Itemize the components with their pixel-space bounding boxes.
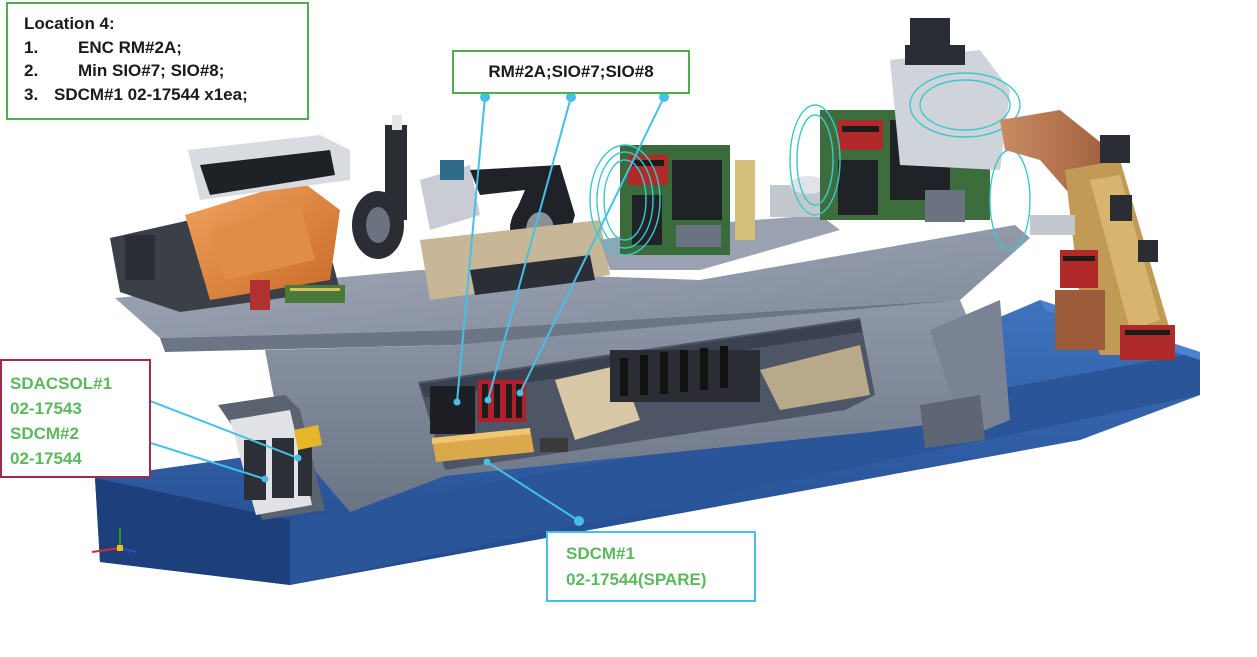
sdcm1-line-2: 02-17544(SPARE) xyxy=(566,570,707,589)
location-callout-box: Location 4: 1. ENC RM#2A; 2. Min SIO#7; SI… xyxy=(6,2,309,120)
dot-sdcm1-start xyxy=(574,516,584,526)
left-bracket-module xyxy=(218,395,325,520)
location-item-1: 1. ENC RM#2A; xyxy=(24,36,297,60)
dot-sio7-end xyxy=(484,396,492,404)
rm-sio-callout-box: RM#2A;SIO#7;SIO#8 xyxy=(452,50,690,94)
leader-sdacsol1 xyxy=(126,391,299,459)
window-internal-components xyxy=(430,345,870,462)
leader-sio7 xyxy=(487,96,572,401)
sdacsol-line-1: SDACSOL#1 xyxy=(10,374,113,393)
dot-sio7-start xyxy=(566,92,576,102)
dot-sio8-end xyxy=(516,389,524,397)
leader-sio8 xyxy=(519,96,665,394)
dot-rm2a-start xyxy=(480,92,490,102)
leader-rm2a xyxy=(456,96,486,403)
location-item-2: 2. Min SIO#7; SIO#8; xyxy=(24,59,297,83)
sdacsol-line-2: 02-17543 xyxy=(10,399,82,418)
dot-sio8-start xyxy=(659,92,669,102)
copper-arm xyxy=(1000,110,1175,360)
sdcm1-callout-box: SDCM#1 02-17544(SPARE) xyxy=(546,531,756,602)
orange-assembly xyxy=(110,135,350,312)
location-item-3-number: 3. xyxy=(24,84,39,104)
rm-sio-label: RM#2A;SIO#7;SIO#8 xyxy=(488,62,654,81)
dot-sdacsol1-end xyxy=(294,454,302,462)
location-item-2-number: 2. xyxy=(24,61,39,80)
central-tooling xyxy=(352,115,610,300)
sdacsol-callout-box: SDACSOL#1 02-17543 SDCM#2 02-17544 xyxy=(0,359,151,478)
dot-rm2a-end xyxy=(453,398,461,406)
location-item-1-number: 1. xyxy=(24,37,39,57)
location-item-3-text: SDCM#1 02-17544 x1ea; xyxy=(54,84,248,104)
axis-triad xyxy=(91,528,137,553)
sdacsol-line-4: 02-17544 xyxy=(10,449,82,468)
sdacsol-line-3: SDCM#2 xyxy=(10,424,79,443)
center-electronics xyxy=(589,144,840,270)
location-item-2-text: Min SIO#7; SIO#8; xyxy=(78,61,225,80)
location-item-1-text: ENC RM#2A; xyxy=(78,37,182,57)
sdcm1-line-1: SDCM#1 xyxy=(566,544,635,563)
dot-sdcm2-end xyxy=(261,475,269,483)
leader-sdcm1 xyxy=(486,461,580,522)
right-electronics xyxy=(789,18,1031,251)
location-title: Location 4: xyxy=(24,14,115,33)
location-item-3: 3. SDCM#1 02-17544 x1ea; xyxy=(24,83,297,107)
dot-sdcm1-end xyxy=(483,458,491,466)
